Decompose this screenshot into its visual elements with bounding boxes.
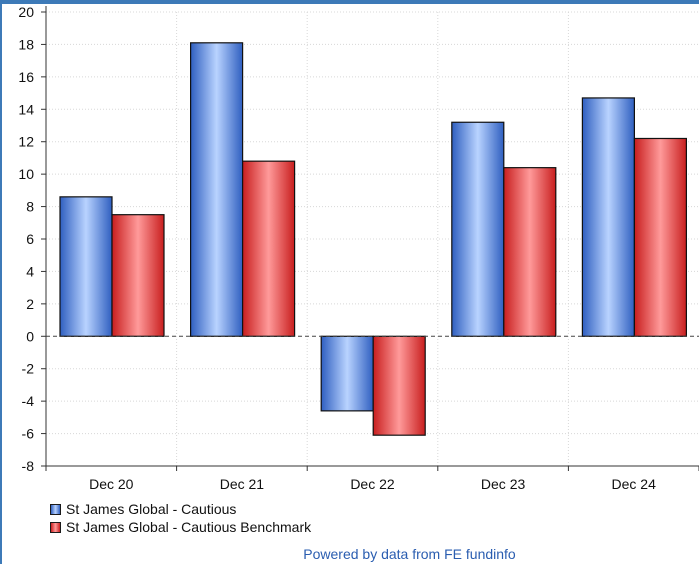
x-tick-label: Dec 21 bbox=[220, 476, 265, 492]
bar-series-2-dec-22 bbox=[372, 335, 426, 436]
bar-series-2-dec-24 bbox=[633, 137, 688, 337]
y-tick-label: 14 bbox=[18, 101, 34, 117]
legend-item-series-1: St James Global - Cautious bbox=[50, 500, 311, 518]
legend-swatch-blue bbox=[50, 503, 61, 515]
y-tick-label: 0 bbox=[26, 328, 34, 344]
bar-series-1-dec-20 bbox=[59, 196, 113, 337]
legend-label-series-2: St James Global - Cautious Benchmark bbox=[66, 519, 312, 535]
bar-series-1-dec-21 bbox=[190, 42, 244, 337]
x-tick-label: Dec 20 bbox=[89, 476, 134, 492]
legend-label-series-1: St James Global - Cautious bbox=[66, 501, 237, 517]
legend-swatch-red bbox=[50, 521, 61, 533]
y-tick-label: -4 bbox=[22, 393, 35, 409]
x-tick-label: Dec 23 bbox=[481, 476, 526, 492]
y-tick-label: 18 bbox=[18, 36, 34, 52]
y-tick-label: 16 bbox=[18, 69, 34, 85]
bar-series-2-dec-20 bbox=[111, 214, 165, 337]
bar-series-2-dec-21 bbox=[242, 160, 296, 337]
y-tick-label: 20 bbox=[18, 4, 34, 20]
y-tick-label: 8 bbox=[26, 199, 34, 215]
y-tick-label: -6 bbox=[22, 426, 35, 442]
y-tick-label: 6 bbox=[26, 231, 34, 247]
bar-chart: -8 -6 -4 -2 0 2 4 6 8 10 12 14 16 18 20 Dec 20 Dec 21 Dec… bbox=[18, 4, 699, 492]
bar-series-1-dec-24 bbox=[581, 97, 636, 337]
bar-series-1-dec-22 bbox=[320, 335, 374, 412]
x-tick-label: Dec 24 bbox=[612, 476, 657, 492]
bar-series-2-dec-23 bbox=[503, 167, 557, 337]
y-tick-label: 10 bbox=[18, 166, 34, 182]
y-tick-label: 4 bbox=[26, 263, 34, 279]
y-tick-label: -2 bbox=[22, 361, 35, 377]
y-tick-label: -8 bbox=[22, 458, 35, 474]
x-tick-label: Dec 22 bbox=[350, 476, 395, 492]
legend: St James Global - Cautious St James Glob… bbox=[50, 500, 311, 536]
footer-credit[interactable]: Powered by data from FE fundinfo bbox=[303, 546, 516, 562]
bar-series-1-dec-23 bbox=[451, 121, 505, 337]
y-tick-label: 12 bbox=[18, 134, 34, 150]
legend-item-series-2: St James Global - Cautious Benchmark bbox=[50, 518, 311, 536]
y-tick-label: 2 bbox=[26, 296, 34, 312]
